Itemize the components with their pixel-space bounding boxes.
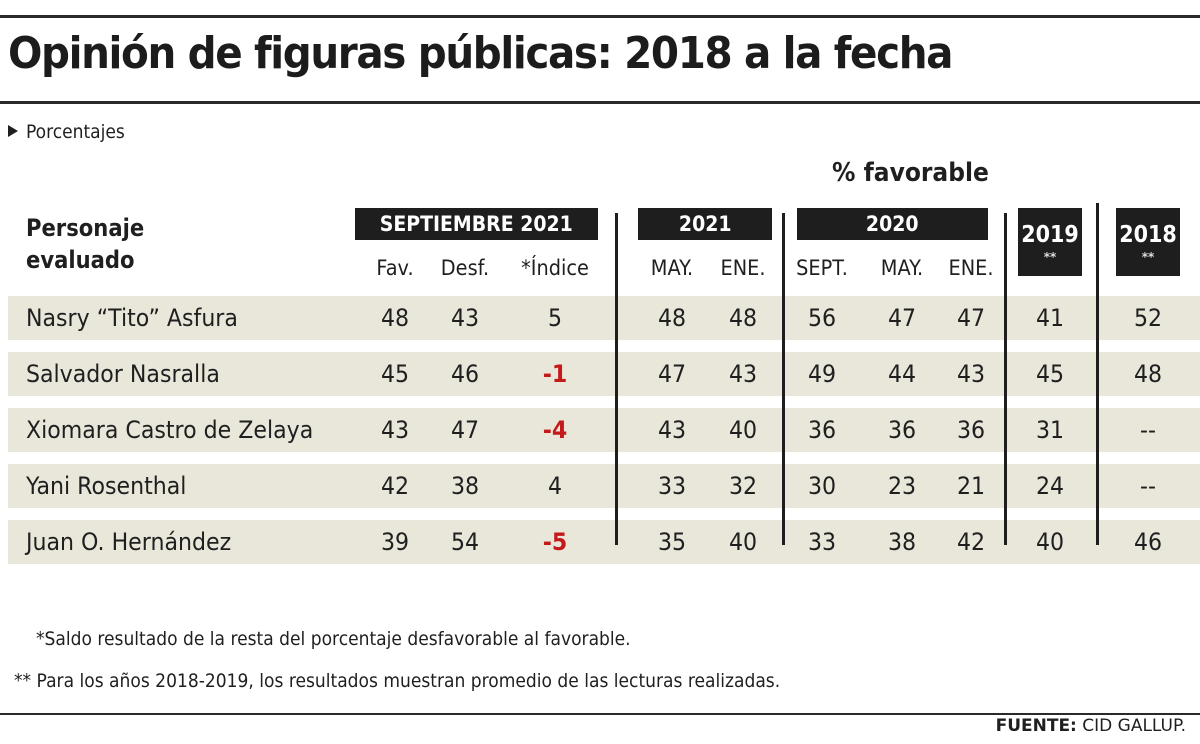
value-cell: 47 [450, 416, 480, 444]
value-cell: 56 [807, 304, 837, 332]
value-cell: 35 [657, 528, 687, 556]
value-cell: 38 [450, 472, 480, 500]
value-cell: 36 [956, 416, 986, 444]
group-header-sep2021: SEPTIEMBRE 2021 [355, 208, 598, 240]
value-cell: 39 [380, 528, 410, 556]
triangle-bullet-icon [8, 125, 18, 137]
value-cell: 45 [380, 360, 410, 388]
chart-title: Opinión de figuras públicas: 2018 a la f… [8, 28, 953, 79]
person-name: Nasry “Tito” Asfura [26, 304, 238, 332]
subcol-header: MAY. [650, 256, 694, 280]
value-cell: 40 [728, 528, 758, 556]
column-separator [1004, 213, 1007, 545]
index-value: -5 [542, 528, 568, 556]
group-header-2018: 2018 ** [1116, 208, 1180, 276]
value-cell: 52 [1133, 304, 1163, 332]
index-value: 4 [547, 472, 563, 500]
table-row: Juan O. Hernández 39 54 -5 35 40 33 38 42 40 46 [8, 520, 1200, 564]
title-rule [0, 101, 1200, 104]
value-cell: 23 [887, 472, 917, 500]
value-cell: 46 [450, 360, 480, 388]
value-cell: 31 [1035, 416, 1065, 444]
value-cell: 41 [1035, 304, 1065, 332]
column-separator [782, 213, 785, 545]
value-cell: 47 [657, 360, 687, 388]
value-cell: 48 [657, 304, 687, 332]
value-cell: 33 [807, 528, 837, 556]
value-cell: 48 [728, 304, 758, 332]
person-name: Salvador Nasralla [26, 360, 220, 388]
value-cell: 40 [1035, 528, 1065, 556]
value-cell: 42 [956, 528, 986, 556]
group-label: 2018 [1119, 222, 1177, 248]
value-cell: 40 [728, 416, 758, 444]
value-cell: 47 [887, 304, 917, 332]
bottom-rule [0, 713, 1200, 715]
table-row: Xiomara Castro de Zelaya 43 47 -4 43 40 36 36 36… [8, 408, 1200, 452]
footnote-marker: ** [1141, 250, 1155, 264]
value-cell: 43 [380, 416, 410, 444]
value-cell: 21 [956, 472, 986, 500]
subcol-header: Fav. [376, 256, 414, 280]
column-separator [615, 213, 618, 545]
table-row: Salvador Nasralla 45 46 -1 47 43 49 44 43 45 48 [8, 352, 1200, 396]
value-cell: 36 [807, 416, 837, 444]
value-cell: 42 [380, 472, 410, 500]
subcol-header: ENE. [720, 256, 766, 280]
person-name: Yani Rosenthal [26, 472, 187, 500]
subtitle-text: Porcentajes [26, 121, 125, 143]
group-label: 2019 [1021, 222, 1079, 248]
value-cell: 54 [450, 528, 480, 556]
footnote-marker: ** [1043, 250, 1057, 264]
group-header-2020: 2020 [797, 208, 988, 240]
value-cell: 48 [1133, 360, 1163, 388]
group-label: 2021 [678, 212, 732, 236]
index-value: -4 [542, 416, 568, 444]
source: FUENTE: CID GALLUP. [996, 716, 1186, 736]
favorable-label: % favorable [832, 158, 989, 188]
value-cell: 43 [956, 360, 986, 388]
value-cell: 43 [657, 416, 687, 444]
value-cell: -- [1140, 416, 1156, 444]
value-cell: 44 [887, 360, 917, 388]
index-value: -1 [542, 360, 568, 388]
group-header-2019: 2019 ** [1018, 208, 1082, 276]
subcol-header: SEPT. [796, 256, 848, 280]
value-cell: 33 [657, 472, 687, 500]
subtitle: Porcentajes [8, 121, 125, 143]
value-cell: 48 [380, 304, 410, 332]
person-name: Xiomara Castro de Zelaya [26, 416, 314, 444]
value-cell: 47 [956, 304, 986, 332]
subcol-header: MAY. [880, 256, 924, 280]
value-cell: 45 [1035, 360, 1065, 388]
value-cell: 30 [807, 472, 837, 500]
row-header: Personaje evaluado [26, 214, 145, 274]
value-cell: 36 [887, 416, 917, 444]
value-cell: 43 [450, 304, 480, 332]
subcol-header: Desf. [440, 256, 490, 280]
value-cell: 32 [728, 472, 758, 500]
table-row: Nasry “Tito” Asfura 48 43 5 48 48 56 47 47 41 52 [8, 296, 1200, 340]
footnote-index: *Saldo resultado de la resta del porcent… [36, 628, 631, 650]
person-name: Juan O. Hernández [26, 528, 232, 556]
value-cell: -- [1140, 472, 1156, 500]
group-label: SEPTIEMBRE 2021 [379, 212, 574, 236]
value-cell: 38 [887, 528, 917, 556]
group-header-2021: 2021 [638, 208, 772, 240]
subcol-header: ENE. [948, 256, 994, 280]
value-cell: 43 [728, 360, 758, 388]
source-label: FUENTE: [995, 716, 1077, 736]
column-separator [1096, 203, 1099, 545]
value-cell: 49 [807, 360, 837, 388]
group-label: 2020 [866, 212, 919, 236]
source-value: CID GALLUP. [1076, 716, 1186, 736]
value-cell: 24 [1035, 472, 1065, 500]
index-value: 5 [547, 304, 563, 332]
table-row: Yani Rosenthal 42 38 4 33 32 30 23 21 24 -- [8, 464, 1200, 508]
value-cell: 46 [1133, 528, 1163, 556]
subcol-header: *Índice [521, 256, 589, 280]
footnote-years: ** Para los años 2018-2019, los resultad… [14, 670, 781, 692]
top-rule [0, 15, 1200, 18]
